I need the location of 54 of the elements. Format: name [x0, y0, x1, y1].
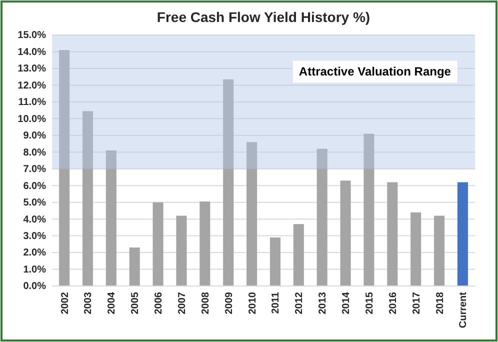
- x-tick-label: 2014: [341, 292, 352, 314]
- bar: [152, 202, 164, 286]
- y-tick-label: 9.0%: [23, 130, 46, 142]
- y-tick-label: 14.0%: [18, 46, 46, 58]
- x-tick-label: 2015: [364, 292, 376, 314]
- y-tick-label: 4.0%: [23, 214, 46, 226]
- bar: [316, 148, 328, 286]
- x-tick-label: 2018: [434, 292, 446, 314]
- chart-title: Free Cash Flow Yield History %): [156, 9, 370, 25]
- y-tick-label: 6.0%: [23, 180, 46, 192]
- bar: [246, 142, 258, 286]
- bar: [364, 134, 374, 286]
- bar: [200, 201, 210, 286]
- bar: [270, 237, 280, 286]
- y-tick-label: 0.0%: [23, 281, 46, 292]
- bar: [387, 182, 398, 286]
- bar: [434, 216, 445, 286]
- bar: [59, 50, 70, 286]
- x-tick-label: 2011: [270, 292, 282, 314]
- x-tick-label: 2002: [60, 292, 71, 314]
- bar: [410, 212, 422, 286]
- y-tick-label: 3.0%: [23, 231, 46, 242]
- bar: [82, 111, 94, 286]
- y-tick-label: 2.0%: [23, 248, 46, 259]
- x-tick-label: 2006: [154, 292, 165, 314]
- x-tick-label: 2013: [318, 292, 329, 314]
- bar: [176, 216, 187, 286]
- bar: [340, 180, 351, 286]
- band-label: Attractive Valuation Range: [298, 64, 452, 79]
- x-tick-label: 2004: [106, 292, 118, 314]
- y-tick-label: 10.0%: [18, 114, 46, 125]
- y-tick-label: 8.0%: [23, 147, 46, 158]
- bar: [106, 150, 116, 286]
- y-tick-label: 13.0%: [18, 64, 46, 75]
- x-tick-label: 2012: [294, 292, 306, 314]
- y-tick-label: 11.0%: [18, 97, 46, 108]
- bar: [129, 248, 140, 286]
- bar: [293, 224, 304, 286]
- x-tick-label: 2003: [83, 292, 94, 314]
- y-tick-label: 1.0%: [23, 264, 46, 276]
- x-tick-label: 2009: [224, 292, 235, 314]
- y-tick-label: 15.0%: [18, 30, 46, 42]
- x-tick-label: Current: [458, 291, 470, 328]
- y-tick-label: 12.0%: [18, 80, 46, 92]
- y-tick-label: 5.0%: [23, 198, 46, 209]
- x-tick-label: 2010: [247, 292, 258, 314]
- bar: [457, 182, 468, 286]
- x-tick-label: 2016: [388, 292, 399, 314]
- x-tick-label: 2005: [130, 292, 142, 314]
- x-tick-label: 2017: [411, 292, 422, 314]
- x-tick-label: 2008: [200, 292, 212, 314]
- bar: [223, 79, 234, 286]
- y-tick-label: 7.0%: [23, 164, 46, 176]
- x-tick-label: 2007: [176, 292, 188, 314]
